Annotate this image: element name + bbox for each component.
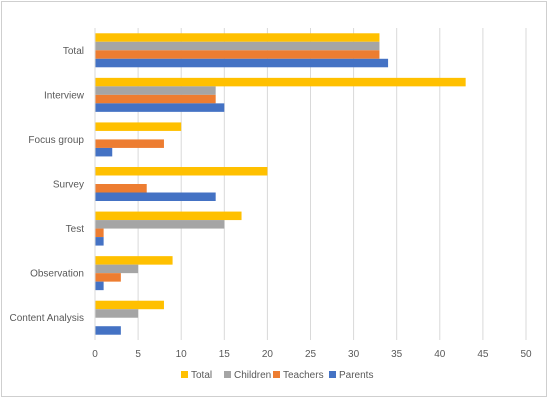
legend-swatch-parents <box>329 371 336 378</box>
x-tick-label: 45 <box>477 349 489 360</box>
bar-total-total <box>95 33 380 42</box>
bar-observation-total <box>95 256 173 265</box>
bar-test-parents <box>95 237 104 246</box>
x-tick-label: 50 <box>520 349 532 360</box>
bar-content-analysis-parents <box>95 326 121 335</box>
category-label: Observation <box>30 269 84 280</box>
legend-label-teachers: Teachers <box>283 370 324 381</box>
x-tick-label: 10 <box>176 349 188 360</box>
legend-swatch-total <box>181 371 188 378</box>
category-label: Focus group <box>28 135 84 146</box>
legend-label-children: Children <box>234 370 271 381</box>
bar-focus-group-parents <box>95 147 113 157</box>
bar-survey-teachers <box>95 184 147 193</box>
bar-observation-children <box>95 264 139 274</box>
legend: Total Children Teachers Parents <box>181 370 373 381</box>
x-tick-label: 20 <box>262 349 274 360</box>
bar-total-children <box>95 41 380 51</box>
bar-total-teachers <box>95 50 380 59</box>
bar-content-analysis-children <box>95 309 139 318</box>
x-tick-labels: 0 5 10 15 20 25 30 35 40 45 50 <box>92 349 532 360</box>
legend-swatch-children <box>224 371 231 378</box>
bar-interview-teachers <box>95 94 216 104</box>
bar-total-parents <box>95 58 389 68</box>
x-tick-label: 25 <box>305 349 317 360</box>
category-label: Test <box>66 224 85 235</box>
bar-interview-total <box>95 77 466 87</box>
bar-test-teachers <box>95 228 104 238</box>
bar-test-total <box>95 211 242 221</box>
x-tick-label: 30 <box>348 349 360 360</box>
bar-interview-children <box>95 86 216 95</box>
category-label: Total <box>63 46 84 57</box>
x-tick-label: 0 <box>92 349 98 360</box>
legend-swatch-teachers <box>273 371 280 378</box>
bar-survey-parents <box>95 192 216 201</box>
legend-label-total: Total <box>191 370 212 381</box>
x-tick-label: 15 <box>219 349 231 360</box>
bar-observation-teachers <box>95 273 121 282</box>
x-tick-label: 35 <box>391 349 403 360</box>
bar-interview-parents <box>95 103 225 112</box>
category-labels: Total Interview Focus group Survey Test Obser… <box>10 46 85 324</box>
bar-test-children <box>95 220 225 229</box>
bar-survey-total <box>95 167 268 176</box>
x-tick-label: 5 <box>135 349 141 360</box>
bars <box>95 33 466 335</box>
bar-focus-group-total <box>95 122 182 131</box>
category-label: Content Analysis <box>10 313 85 324</box>
category-label: Survey <box>53 180 84 191</box>
x-tick-label: 40 <box>434 349 446 360</box>
gridlines <box>137 28 527 340</box>
category-label: Interview <box>44 90 85 101</box>
bar-observation-parents <box>95 281 104 291</box>
bar-focus-group-teachers <box>95 139 164 148</box>
bar-content-analysis-total <box>95 300 164 310</box>
legend-label-parents: Parents <box>339 370 373 381</box>
